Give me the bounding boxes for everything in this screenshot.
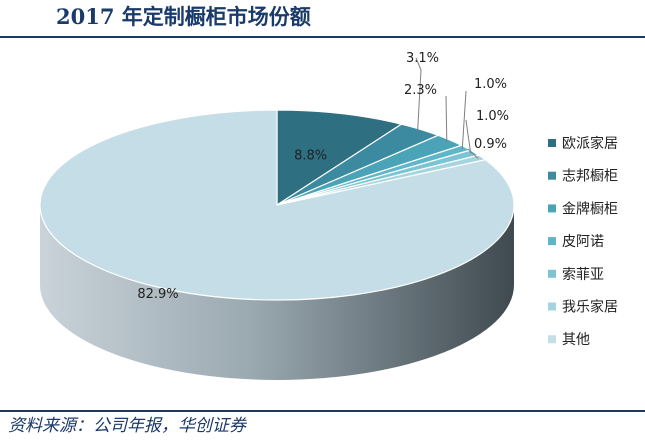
leader-line-2 — [445, 95, 448, 142]
footer-divider — [0, 410, 645, 412]
data-labels: 8.8% 3.1% 2.3% 1.0% 1.0% 0.9% 82.9% — [137, 51, 509, 302]
legend-swatch-1 — [548, 171, 556, 180]
pie-slice-6 — [39, 109, 515, 301]
data-label-3: 1.0% — [474, 77, 507, 92]
legend-label-5: 我乐家居 — [562, 299, 618, 316]
data-label-0: 8.8% — [294, 149, 327, 164]
title-divider — [0, 36, 645, 38]
legend-label-6: 其他 — [562, 332, 590, 348]
data-label-6: 82.9% — [137, 287, 178, 302]
leader-line-4 — [465, 119, 472, 154]
legend-swatch-4 — [548, 269, 556, 278]
pie-side — [40, 205, 514, 380]
data-label-4: 1.0% — [476, 109, 509, 124]
label-leader-lines — [415, 57, 479, 159]
leader-line-3 — [461, 90, 467, 149]
legend-swatch-5 — [548, 302, 556, 311]
legend-label-1: 志邦橱柜 — [562, 169, 618, 185]
pie-side-wall — [40, 205, 514, 380]
pie-slice-0 — [276, 109, 403, 207]
legend-label-0: 欧派家居 — [562, 135, 618, 152]
chart-title: 2017 年定制橱柜市场份额 — [56, 4, 311, 29]
data-label-2: 2.3% — [404, 83, 437, 98]
legend-swatch-3 — [548, 237, 556, 246]
leader-line-1 — [415, 57, 422, 131]
legend-swatch-2 — [548, 204, 556, 213]
legend-swatch-6 — [548, 335, 556, 344]
legend-label-2: 金牌橱柜 — [562, 200, 618, 217]
legend-swatch-0 — [548, 139, 556, 147]
legend-label-4: 索菲亚 — [562, 266, 604, 283]
pie-slices — [39, 109, 515, 301]
data-label-5: 0.9% — [474, 137, 507, 152]
source-note: 资料来源：公司年报，华创证券 — [8, 416, 246, 436]
data-label-1: 3.1% — [406, 51, 439, 66]
legend-label-3: 皮阿诺 — [562, 234, 604, 250]
leader-line-5 — [467, 148, 479, 159]
